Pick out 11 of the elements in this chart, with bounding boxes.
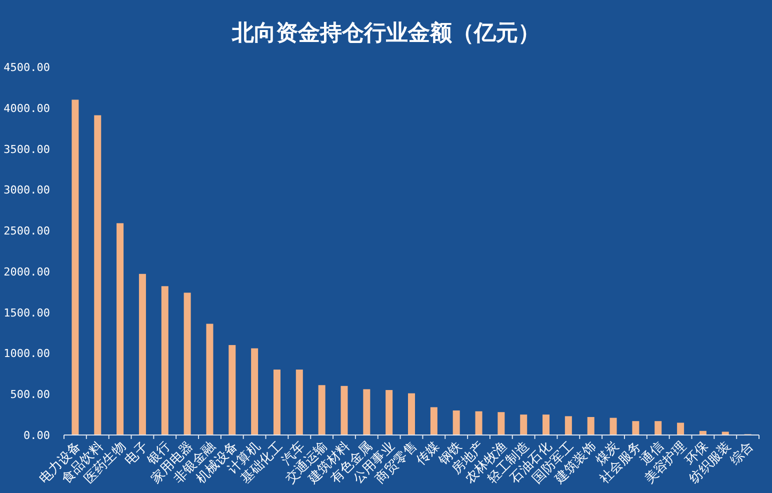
- y-tick-label: 1500.00: [4, 306, 50, 320]
- y-tick-label: 4500.00: [4, 61, 50, 74]
- y-tick-label: 3500.00: [4, 142, 50, 156]
- chart-title: 北向资金持仓行业金额（亿元）: [231, 20, 540, 46]
- y-tick-label: 2000.00: [4, 265, 50, 278]
- y-tick-label: 4000.00: [4, 102, 50, 115]
- y-tick-label: 0.00: [24, 429, 50, 442]
- y-tick-label: 1000.00: [4, 347, 50, 360]
- y-tick-label: 500.00: [10, 388, 50, 402]
- y-tick-label: 2500.00: [4, 224, 50, 238]
- y-tick-label: 3000.00: [4, 184, 50, 197]
